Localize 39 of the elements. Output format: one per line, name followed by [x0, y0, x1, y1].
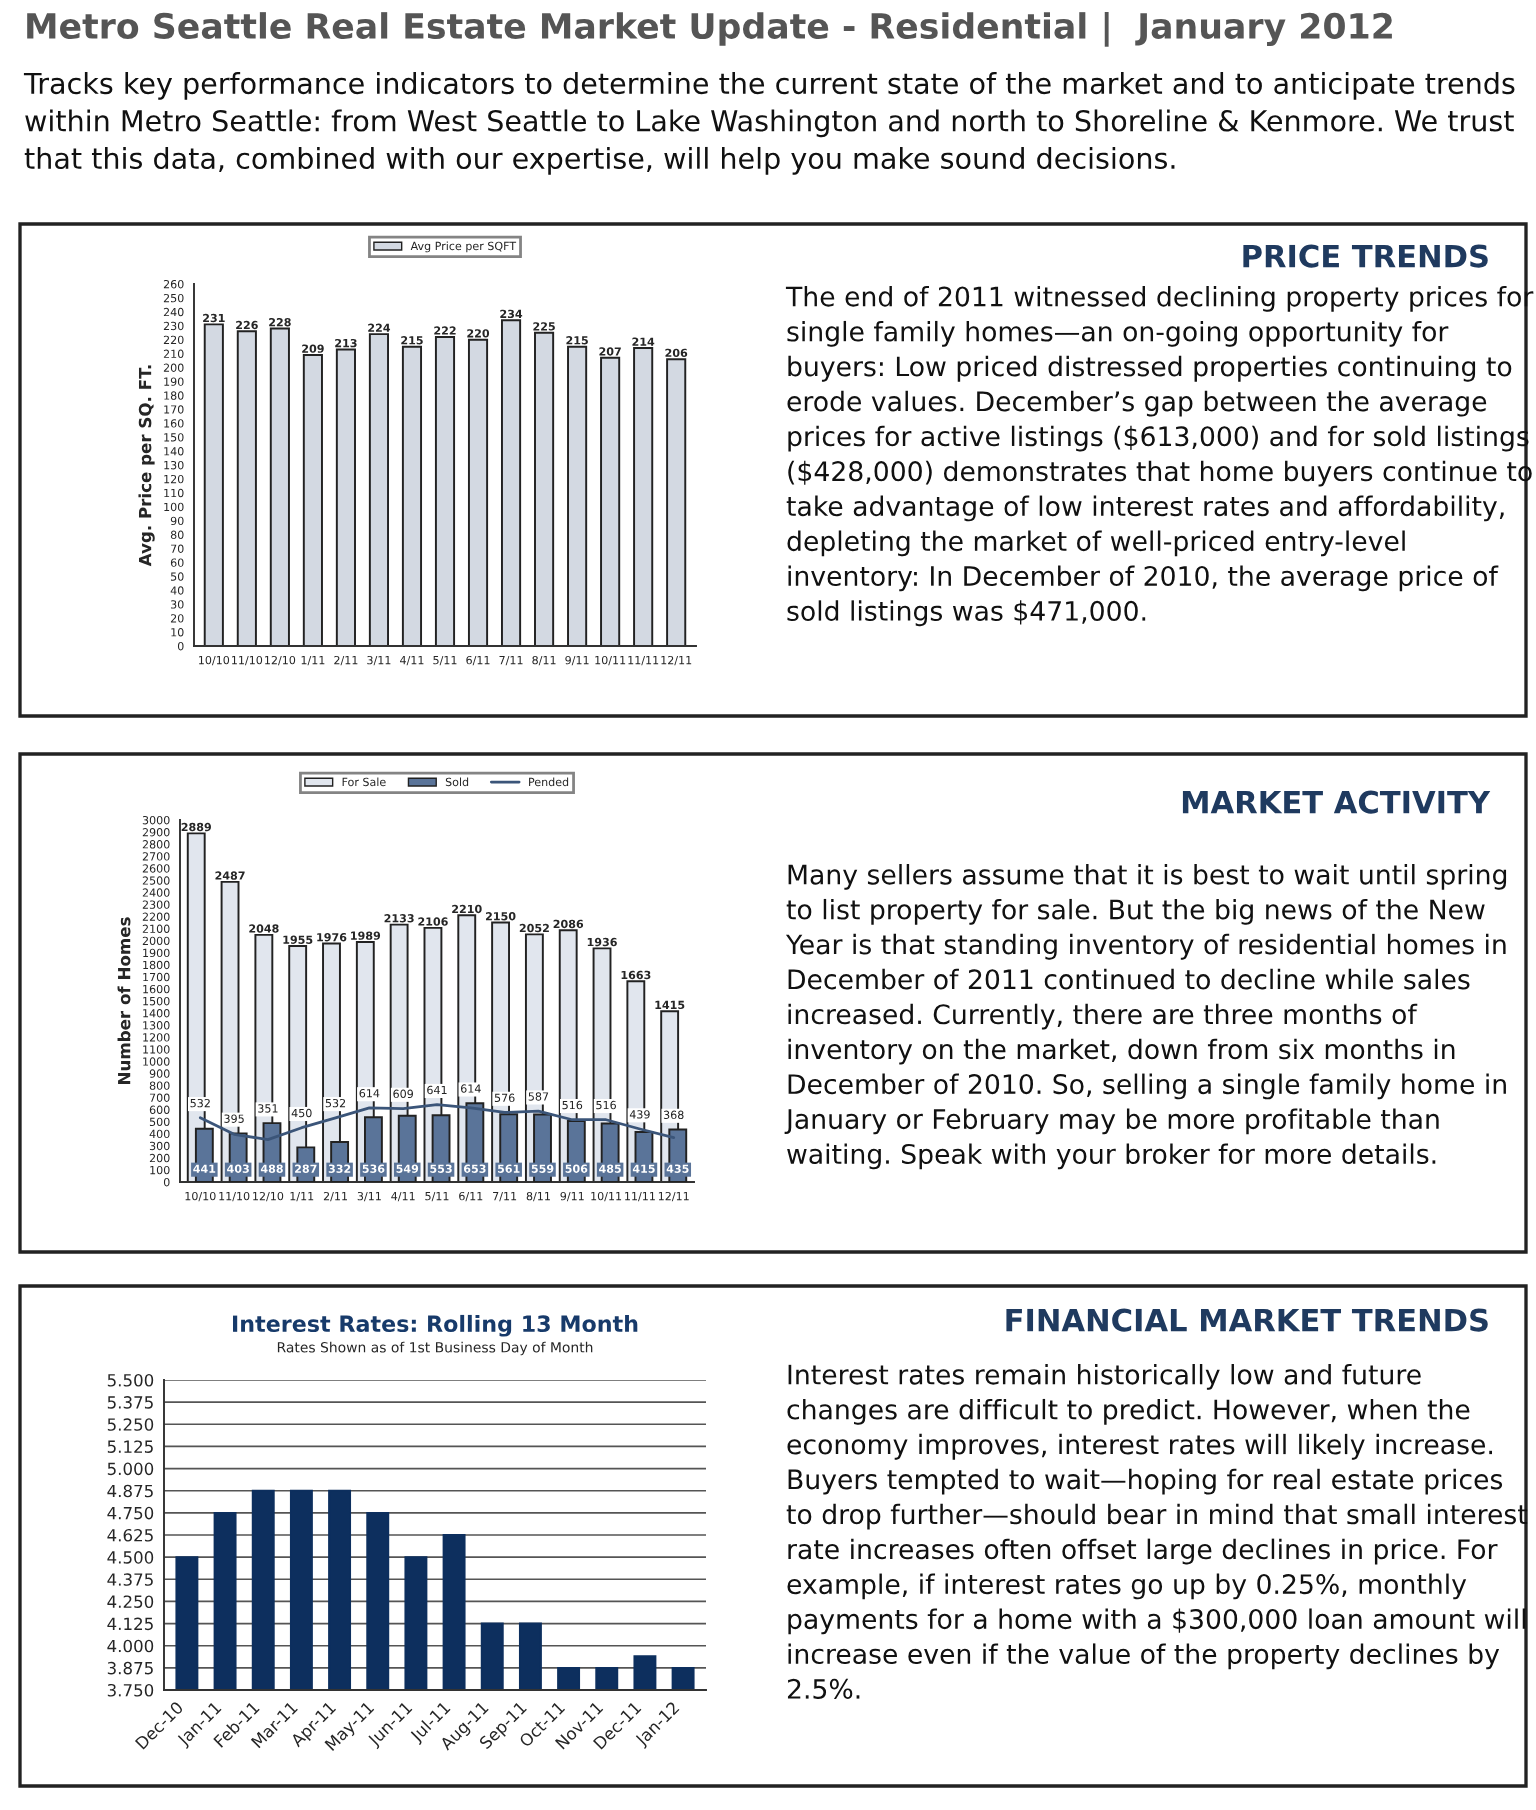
bar: [666, 358, 687, 646]
y-axis-title: Number of Homes: [117, 917, 131, 1084]
bar: [302, 354, 323, 646]
y-tick-label: 4.750: [107, 1506, 154, 1520]
bar: [401, 345, 423, 646]
y-tick-label: 3.750: [107, 1683, 154, 1697]
y-tick-label: 5.375: [107, 1396, 153, 1409]
text: Many sellers assume that it is best to wait until spring to list property for sale. But the big news of the New Year is that standing inventory of residential homes in December of 2011 continued to decline while sales increased. Currently, there are three months of inventory on the market, down from six months in December of 2010. So, selling a single family home in January or February may be more profitable than waiting. Speak with your broker for more details.: [784, 864, 1507, 1170]
y-tick-label: 4.625: [107, 1528, 153, 1542]
y-tick-label: 4.875: [107, 1484, 153, 1498]
bar: [335, 348, 356, 646]
text: MARKET ACTIVITY: [1182, 790, 1491, 814]
bar: [467, 338, 489, 646]
y-tick-label: 4.375: [107, 1573, 153, 1586]
bar: [600, 356, 621, 646]
y-tick-label: 4.500: [107, 1551, 154, 1564]
bar: [203, 323, 224, 646]
y-tick-label: 5.500: [107, 1373, 154, 1387]
bar: [633, 347, 654, 646]
y-tick-label: 4.000: [107, 1639, 154, 1653]
text: Metro Seattle Real Estate Market Update - Residential | January 2012: [27, 12, 1392, 47]
y-tick-label: 5.000: [107, 1462, 154, 1476]
text: Tracks key performance indicators to determine the current state of the market and to anticipate trends within Metro Seattle: from West Seattle to Lake Washington and north to Shoreline & Kenmore. We trust that this data, combined with our expertise, will help you make sound decisions.: [23, 72, 1515, 175]
y-tick-label: 4.125: [107, 1617, 153, 1631]
y-tick-label: 3.875: [107, 1661, 153, 1675]
bar: [501, 319, 522, 646]
bar: [534, 331, 555, 646]
bar: [567, 345, 588, 646]
bar: [434, 335, 456, 646]
y-tick-label: 4.250: [107, 1595, 154, 1608]
bar: [269, 327, 290, 646]
chart-title: Interest Rates: Rolling 13 Month: [233, 1314, 638, 1337]
bar: [368, 333, 389, 646]
y-axis-title: Avg. Price per SQ. FT.: [138, 365, 155, 567]
text: FINANCIAL MARKET TRENDS: [1006, 1308, 1488, 1332]
bar: [236, 330, 257, 646]
y-tick-label: 5.125: [107, 1440, 153, 1453]
text: PRICE TRENDS: [1243, 244, 1488, 268]
y-tick-label: 5.250: [107, 1418, 154, 1431]
